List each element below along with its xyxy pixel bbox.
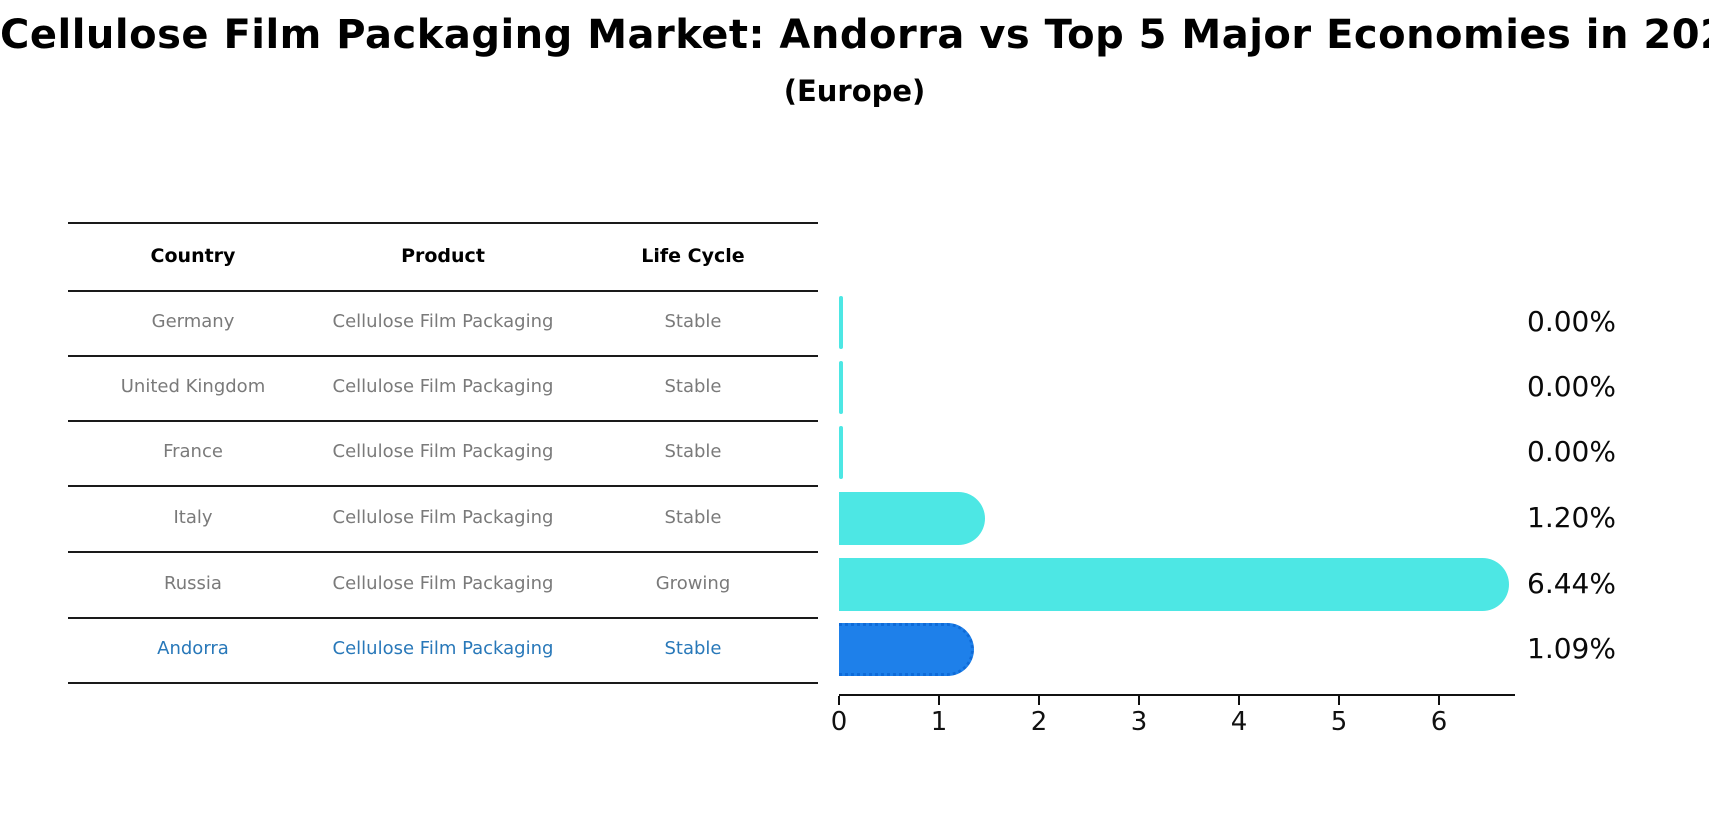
- table-rule: [68, 485, 818, 487]
- table-rule: [68, 290, 818, 292]
- table-header-life-cycle: Life Cycle: [641, 245, 745, 267]
- table-rule: [68, 222, 818, 224]
- cell-country: Germany: [151, 311, 235, 332]
- x-tick: [838, 696, 840, 705]
- percent-label-russia: 6.44%: [1527, 567, 1616, 600]
- table-rule: [68, 355, 818, 357]
- percent-label-germany: 0.00%: [1527, 305, 1616, 338]
- x-tick-label: 0: [830, 707, 848, 737]
- cell-life-cycle: Stable: [664, 376, 722, 397]
- x-tick: [1238, 696, 1240, 705]
- cell-product: Cellulose Film Packaging: [332, 573, 554, 594]
- x-tick: [1138, 696, 1140, 705]
- bar-andorra: [839, 623, 974, 676]
- cell-life-cycle: Stable: [664, 507, 722, 528]
- chart-title: Cellulose Film Packaging Market: Andorra…: [0, 12, 1709, 58]
- cell-product: Cellulose Film Packaging: [332, 441, 554, 462]
- bar-united-kingdom: [839, 361, 843, 414]
- percent-label-italy: 1.20%: [1527, 501, 1616, 534]
- table-rule: [68, 551, 818, 553]
- cell-product-andorra: Cellulose Film Packaging: [332, 638, 554, 659]
- bar-italy: [839, 492, 985, 545]
- cell-country: Italy: [173, 507, 213, 528]
- table-rule: [68, 617, 818, 619]
- table-rule: [68, 682, 818, 684]
- cell-life-cycle: Stable: [664, 441, 722, 462]
- table-header-country: Country: [150, 245, 236, 267]
- cell-life-cycle: Stable: [664, 311, 722, 332]
- chart-subtitle: (Europe): [783, 74, 926, 108]
- cell-life-cycle-andorra: Stable: [664, 638, 722, 659]
- cell-country-andorra: Andorra: [157, 638, 229, 659]
- x-axis-line: [839, 694, 1515, 696]
- x-tick-label: 2: [1030, 707, 1048, 737]
- cell-country: United Kingdom: [120, 376, 266, 397]
- x-tick: [1438, 696, 1440, 705]
- bar-germany: [839, 296, 843, 349]
- x-tick-label: 6: [1430, 707, 1448, 737]
- cell-country: France: [163, 441, 223, 462]
- x-tick-label: 4: [1230, 707, 1248, 737]
- cell-country: Russia: [164, 573, 222, 594]
- bar-france: [839, 426, 843, 479]
- table-header-product: Product: [401, 245, 485, 267]
- x-tick: [938, 696, 940, 705]
- x-tick-label: 5: [1330, 707, 1348, 737]
- x-tick: [1338, 696, 1340, 705]
- x-tick: [1038, 696, 1040, 705]
- table-rule: [68, 420, 818, 422]
- percent-label-andorra: 1.09%: [1527, 632, 1616, 665]
- cell-life-cycle: Growing: [655, 573, 731, 594]
- x-tick-label: 3: [1130, 707, 1148, 737]
- bar-russia: [839, 558, 1509, 611]
- percent-label-united-kingdom: 0.00%: [1527, 370, 1616, 403]
- percent-label-france: 0.00%: [1527, 435, 1616, 468]
- cell-product: Cellulose Film Packaging: [332, 507, 554, 528]
- cell-product: Cellulose Film Packaging: [332, 376, 554, 397]
- x-tick-label: 1: [930, 707, 948, 737]
- cell-product: Cellulose Film Packaging: [332, 311, 554, 332]
